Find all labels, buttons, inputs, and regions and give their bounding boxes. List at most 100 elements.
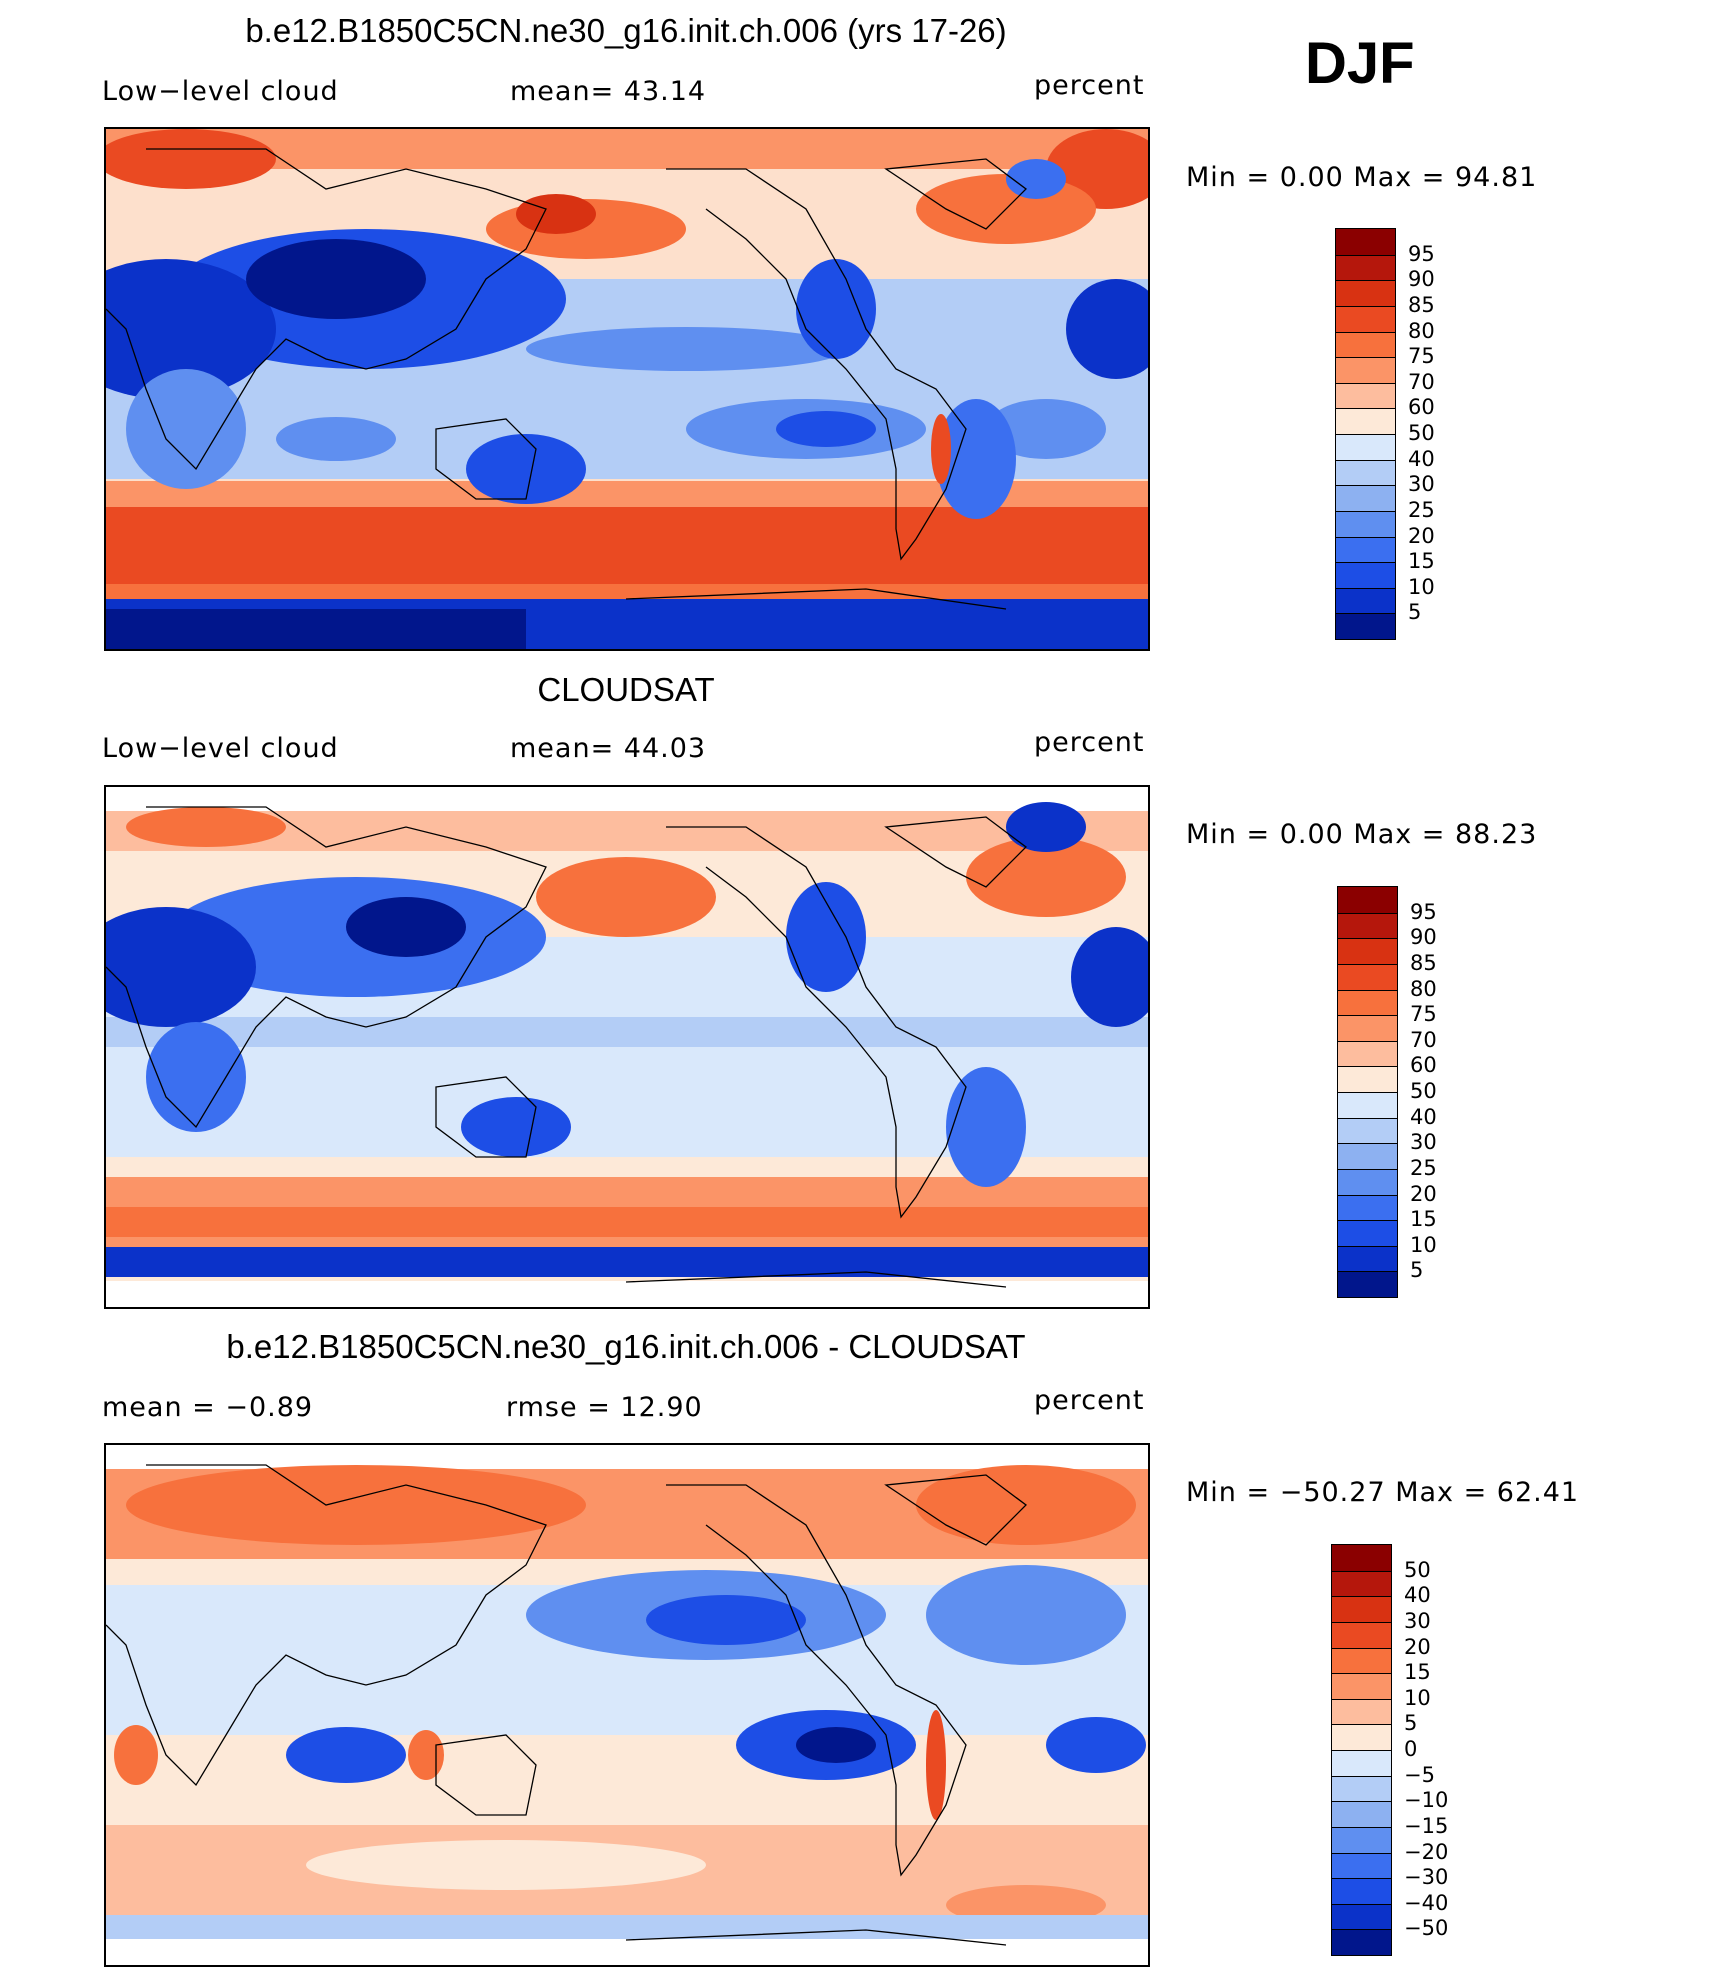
colorbar-segment	[1338, 1143, 1397, 1169]
colorbar-tick-label: 90	[1410, 925, 1437, 950]
colorbar-segment	[1338, 1092, 1397, 1118]
panel3-mean-label: mean = −0.89	[102, 1392, 314, 1423]
colorbar-tick-label: 95	[1408, 241, 1435, 266]
colorbar-segment	[1336, 229, 1395, 255]
colorbar-tick-label: 40	[1410, 1104, 1437, 1129]
colorbar-tick-label: 25	[1408, 497, 1435, 522]
colorbar-segment	[1332, 1750, 1391, 1776]
colorbar-segment	[1338, 1220, 1397, 1246]
colorbar-tick-label: 20	[1410, 1181, 1437, 1206]
colorbar-tick-label: 10	[1408, 574, 1435, 599]
colorbar-segment	[1338, 1194, 1397, 1221]
colorbar-tick-label: −40	[1404, 1890, 1449, 1915]
colorbar-segment	[1336, 254, 1395, 281]
colorbar-segment	[1336, 459, 1395, 486]
colorbar-segment	[1336, 305, 1395, 332]
colorbar-tick-label: −20	[1404, 1839, 1449, 1864]
colorbar-segment	[1332, 1903, 1391, 1930]
colorbar-segment	[1332, 1621, 1391, 1648]
colorbar-tick-label: 10	[1404, 1685, 1431, 1710]
season-label: DJF	[1305, 31, 1415, 96]
colorbar-tick-label: 80	[1408, 318, 1435, 343]
colorbar-tick-label: 10	[1410, 1232, 1437, 1257]
colorbar-tick-label: 50	[1408, 421, 1435, 445]
panel1-map	[104, 127, 1150, 651]
colorbar-segment	[1332, 1647, 1391, 1674]
colorbar-tick-label: 50	[1410, 1079, 1437, 1103]
panel1-mean-label: mean= 43.14	[510, 76, 707, 107]
colorbar-segment	[1336, 510, 1395, 537]
colorbar-segment	[1338, 963, 1397, 990]
colorbar-segment	[1332, 1878, 1391, 1904]
colorbar-segment	[1332, 1570, 1391, 1597]
colorbar-segment	[1338, 989, 1397, 1016]
colorbar-tick-label: 20	[1408, 523, 1435, 548]
colorbar-segment	[1338, 1015, 1397, 1041]
colorbar-tick-label: 20	[1404, 1634, 1431, 1659]
colorbar-segment	[1336, 408, 1395, 434]
colorbar-segment	[1332, 1929, 1391, 1955]
colorbar-tick-label: 30	[1410, 1130, 1437, 1155]
colorbar-tick-label: 15	[1404, 1660, 1431, 1685]
colorbar-segment	[1332, 1698, 1391, 1725]
colorbar-tick-label: 85	[1410, 950, 1437, 975]
colorbar-segment	[1336, 536, 1395, 563]
panel1-title: b.e12.B1850C5CN.ne30_g16.init.ch.006 (yr…	[245, 12, 1007, 49]
panel3-units-label: percent	[1034, 1385, 1145, 1416]
colorbar-tick-label: 25	[1410, 1155, 1437, 1180]
colorbar-segment	[1336, 331, 1395, 358]
colorbar-segment	[1336, 587, 1395, 614]
colorbar-segment	[1336, 485, 1395, 511]
panel2-colorbar	[1337, 886, 1398, 1298]
colorbar-segment	[1338, 1117, 1397, 1144]
colorbar-segment	[1336, 434, 1395, 460]
colorbar-segment	[1336, 562, 1395, 588]
panel2-variable-label: Low−level cloud	[102, 733, 339, 764]
colorbar-tick-label: 5	[1404, 1711, 1418, 1736]
colorbar-segment	[1332, 1673, 1391, 1699]
colorbar-segment	[1332, 1596, 1391, 1622]
colorbar-segment	[1336, 280, 1395, 306]
panel3-title: b.e12.B1850C5CN.ne30_g16.init.ch.006 - C…	[226, 1328, 1026, 1365]
colorbar-segment	[1338, 1271, 1397, 1297]
colorbar-tick-label: 95	[1410, 899, 1437, 924]
colorbar-tick-label: 75	[1410, 1002, 1437, 1027]
colorbar-segment	[1338, 887, 1397, 913]
colorbar-segment	[1332, 1826, 1391, 1853]
colorbar-tick-label: −15	[1404, 1813, 1449, 1838]
colorbar-segment	[1336, 382, 1395, 409]
panel1-variable-label: Low−level cloud	[102, 76, 339, 107]
colorbar-segment	[1338, 912, 1397, 939]
colorbar-tick-label: 40	[1408, 446, 1435, 471]
colorbar-segment	[1332, 1801, 1391, 1827]
colorbar-tick-label: 40	[1404, 1583, 1431, 1608]
colorbar-tick-label: 5	[1410, 1258, 1424, 1283]
colorbar-segment	[1336, 613, 1395, 639]
colorbar-tick-label: 60	[1408, 395, 1435, 420]
panel1-colorbar	[1335, 228, 1396, 640]
colorbar-tick-label: 30	[1404, 1608, 1431, 1633]
colorbar-tick-label: −5	[1404, 1762, 1435, 1787]
panel3-map	[104, 1443, 1150, 1967]
colorbar-segment	[1338, 1040, 1397, 1067]
colorbar-segment	[1338, 1066, 1397, 1092]
panel2-title: CLOUDSAT	[537, 671, 715, 708]
colorbar-tick-label: 50	[1404, 1557, 1431, 1582]
panel2-mean-label: mean= 44.03	[510, 733, 707, 764]
colorbar-tick-label: 15	[1410, 1207, 1437, 1232]
panel3-map-field	[106, 1445, 1148, 1965]
colorbar-tick-label: 75	[1408, 344, 1435, 369]
colorbar-segment	[1338, 1245, 1397, 1272]
panel3-colorbar	[1331, 1544, 1392, 1956]
panel1-minmax: Min = 0.00 Max = 94.81	[1186, 162, 1538, 193]
panel1-map-field	[106, 129, 1148, 649]
colorbar-segment	[1332, 1852, 1391, 1879]
colorbar-segment	[1336, 357, 1395, 383]
colorbar-tick-label: 5	[1408, 600, 1422, 625]
colorbar-tick-label: −30	[1404, 1865, 1449, 1890]
colorbar-tick-label: 85	[1408, 292, 1435, 317]
panel2-units-label: percent	[1034, 727, 1145, 758]
colorbar-tick-label: 70	[1410, 1027, 1437, 1052]
colorbar-tick-label: 80	[1410, 976, 1437, 1001]
colorbar-tick-label: 70	[1408, 369, 1435, 394]
